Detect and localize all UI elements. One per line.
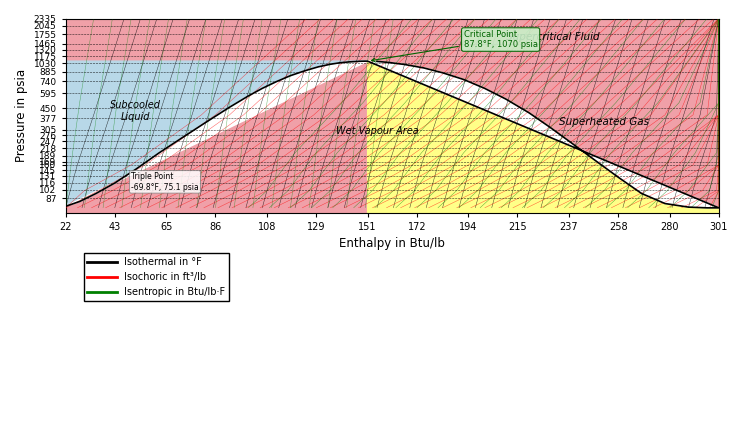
Text: Superheated Gas: Superheated Gas bbox=[559, 117, 649, 127]
Text: Wet Vapour Area: Wet Vapour Area bbox=[336, 125, 418, 136]
Polygon shape bbox=[65, 61, 368, 213]
Text: Subcooled
Liquid: Subcooled Liquid bbox=[110, 100, 161, 122]
X-axis label: Enthalpy in Btu/lb: Enthalpy in Btu/lb bbox=[340, 237, 445, 250]
Y-axis label: Pressure in psia: Pressure in psia bbox=[15, 69, 28, 162]
Polygon shape bbox=[65, 61, 718, 208]
Text: Supercritical Fluid: Supercritical Fluid bbox=[506, 32, 600, 42]
Polygon shape bbox=[368, 61, 718, 213]
Text: Critical Point
87.8°F, 1070 psia: Critical Point 87.8°F, 1070 psia bbox=[372, 30, 538, 61]
Legend: Isothermal in °F, Isochoric in ft³/lb, Isentropic in Btu/lb·F: Isothermal in °F, Isochoric in ft³/lb, I… bbox=[83, 253, 230, 301]
Text: Triple Point
-69.8°F, 75.1 psia: Triple Point -69.8°F, 75.1 psia bbox=[132, 172, 199, 192]
